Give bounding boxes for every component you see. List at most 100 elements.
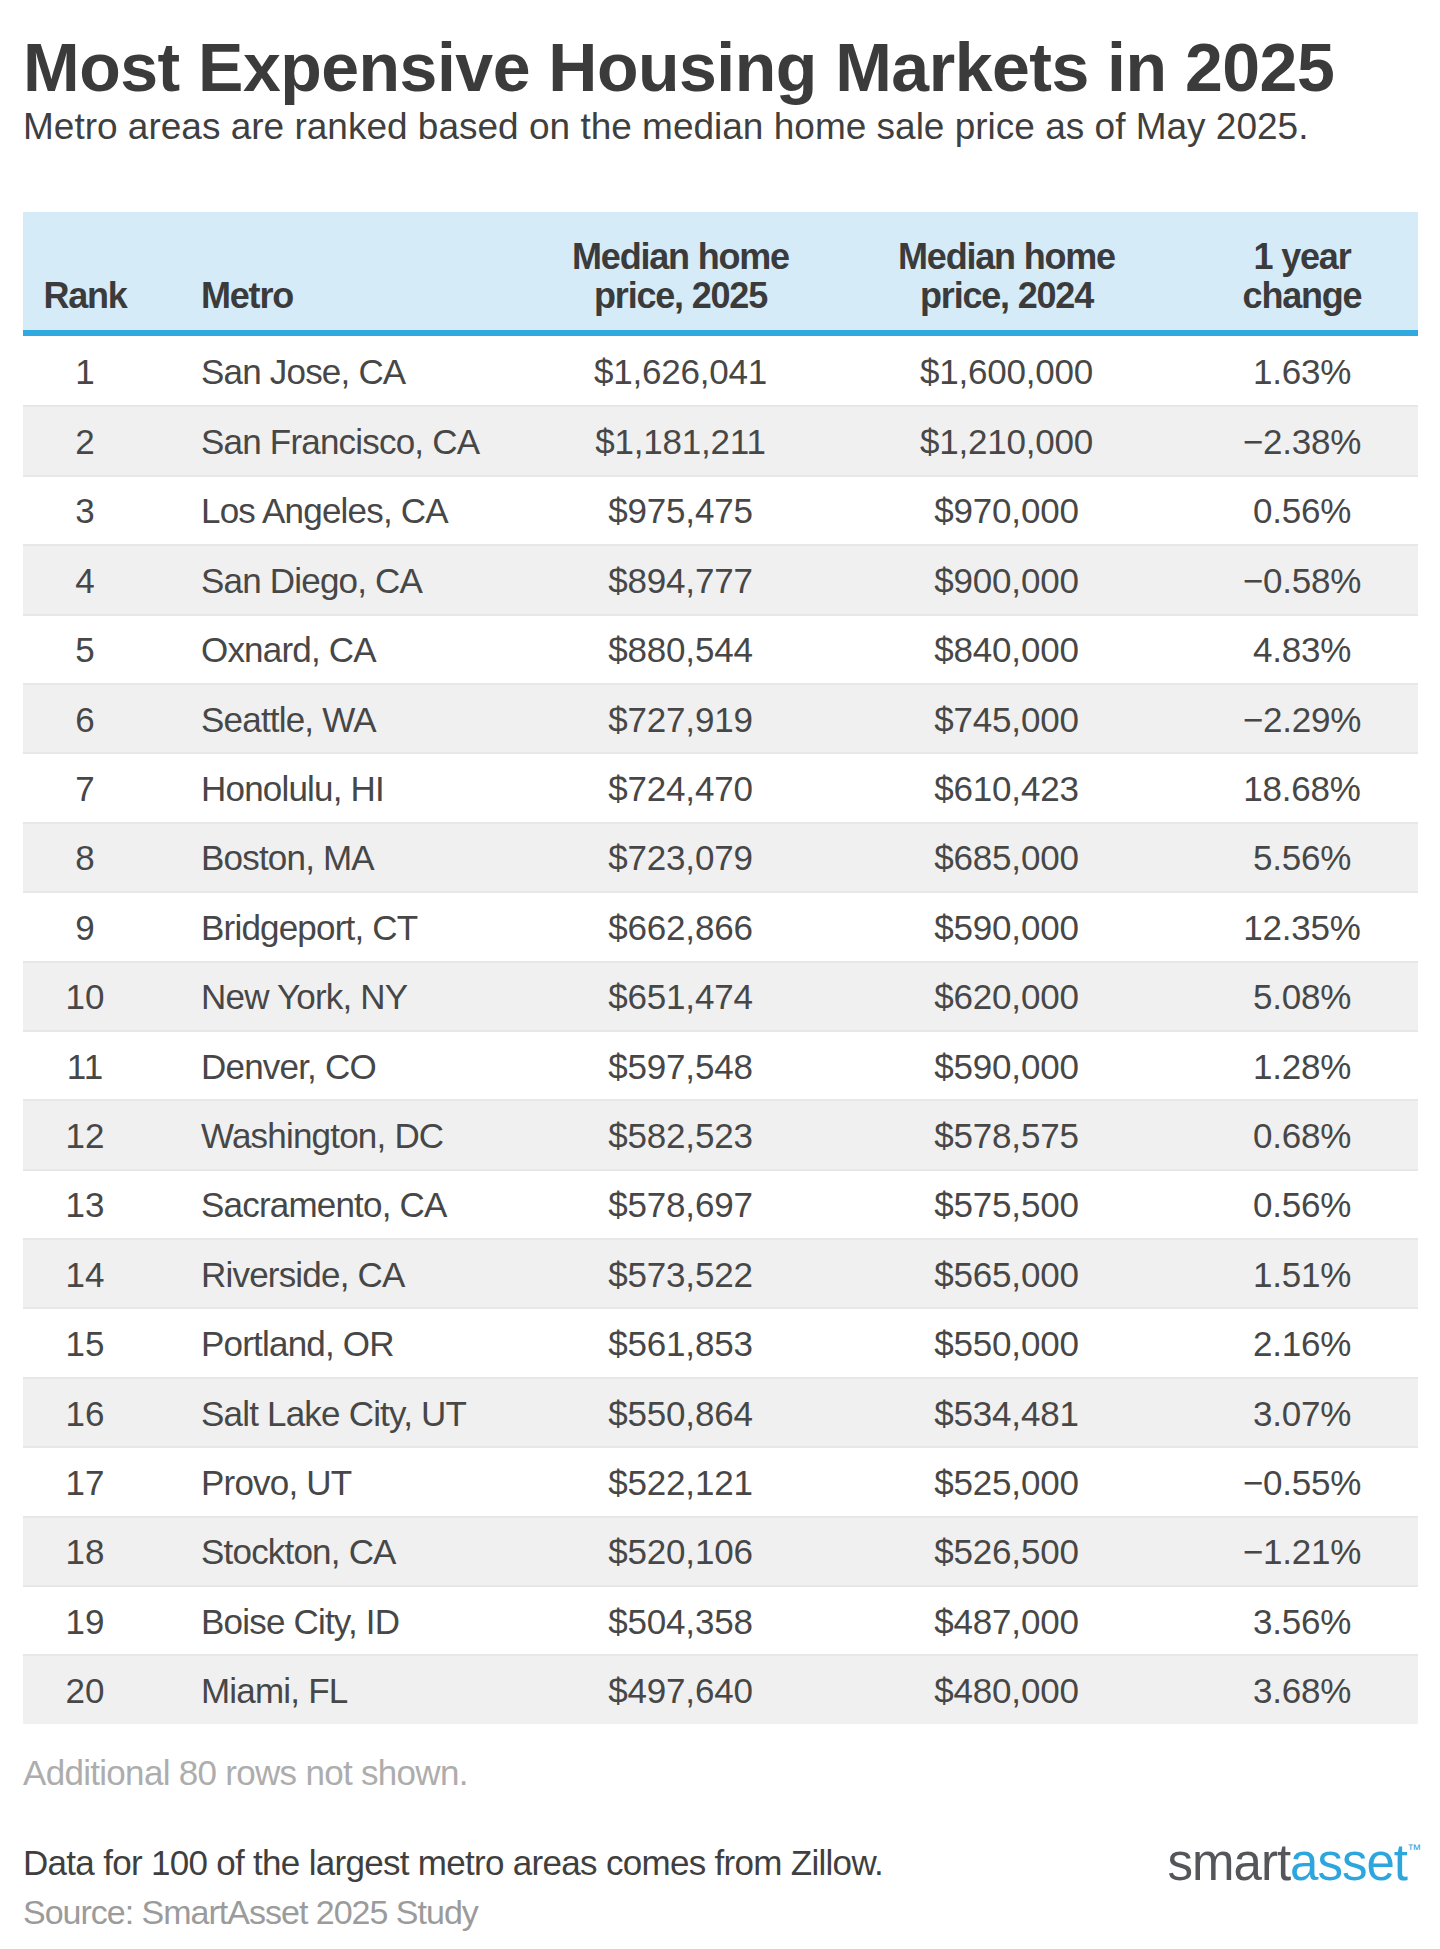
rank-cell: 14 [23,1240,147,1307]
price-2025-cell: $550,864 [503,1379,858,1446]
source-credit: Source: SmartAsset 2025 Study [23,1891,478,1933]
metro-cell: Washington, DC [201,1101,443,1168]
metro-cell: Provo, UT [201,1448,351,1515]
change-cell: 4.83% [1127,616,1440,683]
price-2025-cell: $651,474 [503,963,858,1030]
price-2025-cell: $520,106 [503,1518,858,1585]
price-2025-cell: $573,522 [503,1240,858,1307]
change-cell: 1.63% [1127,336,1440,405]
table-row: 17Provo, UT$522,121$525,000−0.55% [23,1446,1418,1515]
change-cell: 1.51% [1127,1240,1440,1307]
infographic-page: Most Expensive Housing Markets in 2025 M… [0,0,1440,1949]
change-cell: 12.35% [1127,893,1440,960]
page-title: Most Expensive Housing Markets in 2025 [23,33,1334,101]
rank-cell: 8 [23,824,147,891]
metro-cell: San Jose, CA [201,336,405,405]
rank-cell: 7 [23,754,147,821]
metro-cell: San Diego, CA [201,546,422,613]
column-header-rank: Rank [23,276,147,315]
rank-cell: 19 [23,1587,147,1654]
price-2025-cell: $727,919 [503,685,858,752]
rank-cell: 6 [23,685,147,752]
change-cell: 3.07% [1127,1379,1440,1446]
rank-cell: 10 [23,963,147,1030]
rank-cell: 1 [23,336,147,405]
price-2025-cell: $522,121 [503,1448,858,1515]
price-2025-cell: $582,523 [503,1101,858,1168]
page-subtitle: Metro areas are ranked based on the medi… [23,104,1308,150]
logo-trademark: ™ [1407,1841,1421,1857]
table-row: 6Seattle, WA$727,919$745,000−2.29% [23,683,1418,752]
table-row: 5Oxnard, CA$880,544$840,0004.83% [23,614,1418,683]
column-header-1yr-change: 1 year change [1127,237,1440,315]
table-row: 4San Diego, CA$894,777$900,000−0.58% [23,544,1418,613]
change-cell: 3.56% [1127,1587,1440,1654]
metro-cell: Honolulu, HI [201,754,384,821]
table-row: 12Washington, DC$582,523$578,5750.68% [23,1099,1418,1168]
metro-cell: New York, NY [201,963,407,1030]
table-row: 3Los Angeles, CA$975,475$970,0000.56% [23,475,1418,544]
metro-cell: San Francisco, CA [201,407,479,474]
table-row: 13Sacramento, CA$578,697$575,5000.56% [23,1169,1418,1238]
change-cell: 0.68% [1127,1101,1440,1168]
table-row: 9Bridgeport, CT$662,866$590,00012.35% [23,891,1418,960]
change-cell: −0.55% [1127,1448,1440,1515]
table-row: 14Riverside, CA$573,522$565,0001.51% [23,1238,1418,1307]
rank-cell: 5 [23,616,147,683]
price-2025-cell: $578,697 [503,1171,858,1238]
rank-cell: 16 [23,1379,147,1446]
table-row: 18Stockton, CA$520,106$526,500−1.21% [23,1516,1418,1585]
additional-rows-note: Additional 80 rows not shown. [23,1752,468,1794]
metro-cell: Stockton, CA [201,1518,396,1585]
table-row: 2San Francisco, CA$1,181,211$1,210,000−2… [23,405,1418,474]
table-row: 20Miami, FL$497,640$480,0003.68% [23,1654,1418,1723]
table-row: 7Honolulu, HI$724,470$610,42318.68% [23,752,1418,821]
table-row: 15Portland, OR$561,853$550,0002.16% [23,1307,1418,1376]
price-2025-cell: $597,548 [503,1032,858,1099]
change-cell: 5.08% [1127,963,1440,1030]
metro-cell: Oxnard, CA [201,616,376,683]
table-header-row: Rank Metro Median home price, 2025 Media… [23,212,1418,336]
metro-cell: Boise City, ID [201,1587,399,1654]
change-cell: 0.56% [1127,1171,1440,1238]
price-2025-cell: $724,470 [503,754,858,821]
table-row: 16Salt Lake City, UT$550,864$534,4813.07… [23,1377,1418,1446]
rank-cell: 20 [23,1656,147,1723]
rank-cell: 9 [23,893,147,960]
smartasset-logo: smartasset™ [1168,1833,1421,1892]
rank-cell: 3 [23,477,147,544]
table-row: 19Boise City, ID$504,358$487,0003.56% [23,1585,1418,1654]
column-header-price-2025: Median home price, 2025 [503,237,858,315]
table-row: 11Denver, CO$597,548$590,0001.28% [23,1030,1418,1099]
price-2025-cell: $1,181,211 [503,407,858,474]
change-cell: −1.21% [1127,1518,1440,1585]
data-source-note: Data for 100 of the largest metro areas … [23,1842,883,1884]
logo-asset: asset [1290,1834,1407,1891]
price-2025-cell: $894,777 [503,546,858,613]
rank-cell: 2 [23,407,147,474]
price-2025-cell: $723,079 [503,824,858,891]
metro-cell: Miami, FL [201,1656,347,1723]
table-row: 1San Jose, CA$1,626,041$1,600,0001.63% [23,336,1418,405]
metro-cell: Boston, MA [201,824,374,891]
metro-cell: Bridgeport, CT [201,893,417,960]
metro-cell: Sacramento, CA [201,1171,447,1238]
price-2025-cell: $975,475 [503,477,858,544]
change-cell: −0.58% [1127,546,1440,613]
metro-cell: Salt Lake City, UT [201,1379,466,1446]
price-2025-cell: $1,626,041 [503,336,858,405]
change-cell: 18.68% [1127,754,1440,821]
price-2025-cell: $497,640 [503,1656,858,1723]
table-body: 1San Jose, CA$1,626,041$1,600,0001.63%2S… [23,336,1418,1724]
metro-cell: Portland, OR [201,1309,394,1376]
metro-cell: Riverside, CA [201,1240,405,1307]
rank-cell: 17 [23,1448,147,1515]
table-row: 10New York, NY$651,474$620,0005.08% [23,961,1418,1030]
change-cell: −2.38% [1127,407,1440,474]
change-cell: 3.68% [1127,1656,1440,1723]
metro-cell: Los Angeles, CA [201,477,448,544]
change-cell: 5.56% [1127,824,1440,891]
price-2025-cell: $504,358 [503,1587,858,1654]
price-2025-cell: $662,866 [503,893,858,960]
rank-cell: 15 [23,1309,147,1376]
